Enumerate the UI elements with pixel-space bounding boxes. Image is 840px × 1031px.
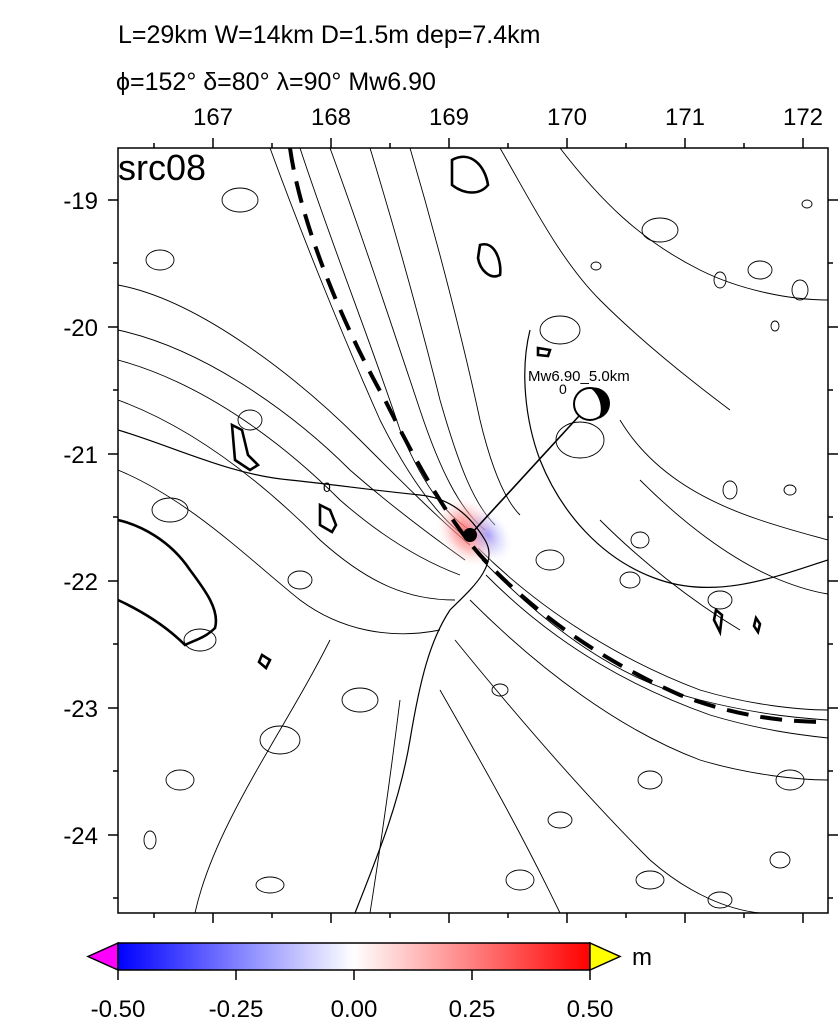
lat-tick-label: -21 (63, 442, 98, 469)
colorbar-above-triangle (589, 941, 622, 972)
header-parameters: L=29km W=14km D=1.5m dep=7.4km (118, 21, 540, 49)
lon-tick-label: 172 (783, 104, 823, 131)
lon-tick-label: 171 (665, 104, 705, 131)
panel-label-bg (118, 148, 224, 190)
lon-tick-label: 170 (547, 104, 587, 131)
panel-label: src08 (118, 147, 206, 188)
colorbar-tick-label: 0.25 (449, 996, 496, 1023)
epicenter-label: Mw6.90_5.0km (528, 368, 630, 385)
colorbar-gradient (117, 942, 591, 971)
lon-tick-label: 167 (193, 104, 233, 131)
colorbar-tick-label: -0.25 (209, 996, 264, 1023)
lat-tick-label: -23 (63, 696, 98, 723)
zero-contour-east (524, 329, 828, 589)
lat-tick-label: -22 (63, 569, 98, 596)
lon-tick-label: 168 (311, 104, 351, 131)
colorbar-tick-label: 0.50 (567, 996, 614, 1023)
map-frame (117, 147, 829, 914)
lat-tick-label: -20 (63, 315, 98, 342)
lat-tick-label: -19 (63, 188, 98, 215)
lon-tick-label: 169 (429, 104, 469, 131)
beachball-icon (573, 387, 611, 421)
colorbar: m -0.50 -0.25 0.00 0.25 0.50 (86, 941, 652, 1023)
zero-contour-label: 0 (323, 479, 331, 495)
colorbar-tick-label: 0.00 (331, 996, 378, 1023)
trench-line (288, 148, 828, 724)
lat-tick-label: -24 (63, 823, 98, 850)
epicenter-link (469, 403, 591, 536)
zero-contour-label: 0 (559, 381, 567, 397)
colorbar-unit: m (632, 944, 652, 971)
coastline-contours (118, 155, 762, 671)
map-area: Mw6.90_5.0km 0 0 (118, 148, 828, 913)
source-marker (463, 528, 477, 542)
zero-contour (118, 429, 490, 913)
header-mechanism: ϕ=152° δ=80° λ=90° Mw6.90 (116, 68, 436, 96)
tick-marks (108, 138, 838, 923)
colorbar-tick-label: -0.50 (91, 996, 146, 1023)
colorbar-below-triangle (86, 941, 119, 972)
